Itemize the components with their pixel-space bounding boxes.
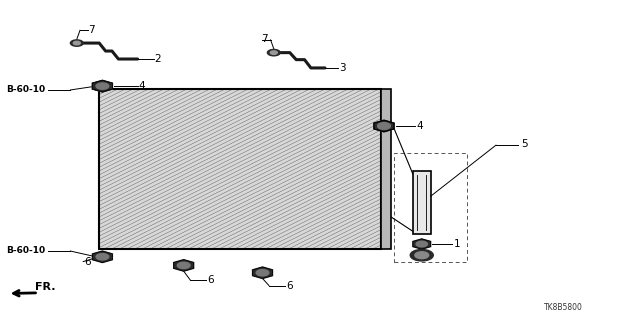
Circle shape (177, 262, 190, 269)
Text: 7: 7 (88, 25, 95, 35)
Bar (99, 89, 381, 249)
Text: FR.: FR. (35, 282, 56, 292)
Text: B-60-10: B-60-10 (6, 246, 45, 255)
Polygon shape (92, 80, 113, 92)
Circle shape (73, 41, 81, 45)
Bar (99, 89, 381, 249)
Text: 4: 4 (416, 121, 422, 131)
Text: 6: 6 (286, 281, 293, 291)
Circle shape (70, 40, 83, 46)
Circle shape (410, 249, 433, 261)
Circle shape (96, 83, 109, 89)
Text: TK8B5800: TK8B5800 (544, 303, 583, 312)
Circle shape (96, 83, 109, 89)
Circle shape (268, 49, 280, 56)
Circle shape (416, 241, 428, 247)
Polygon shape (173, 260, 194, 271)
Text: 3: 3 (339, 63, 346, 73)
Polygon shape (92, 251, 113, 263)
Text: 4: 4 (139, 81, 145, 91)
Bar (381, 89, 391, 249)
Polygon shape (374, 120, 394, 132)
Polygon shape (413, 239, 431, 249)
Circle shape (378, 123, 390, 129)
Bar (99, 89, 381, 249)
Circle shape (270, 51, 277, 54)
Text: B-60-10: B-60-10 (6, 85, 45, 94)
Bar (394, 153, 467, 262)
Bar (413, 171, 431, 234)
Polygon shape (253, 267, 273, 278)
Text: 6: 6 (84, 257, 91, 267)
Text: 5: 5 (521, 139, 527, 149)
Circle shape (256, 270, 269, 276)
Text: 2: 2 (154, 54, 161, 64)
Circle shape (378, 123, 390, 129)
Polygon shape (92, 80, 113, 92)
Circle shape (415, 252, 429, 259)
Circle shape (96, 254, 109, 260)
Polygon shape (374, 120, 394, 132)
Text: 6: 6 (207, 275, 214, 286)
Text: 7: 7 (261, 34, 268, 44)
Text: 1: 1 (454, 239, 460, 249)
